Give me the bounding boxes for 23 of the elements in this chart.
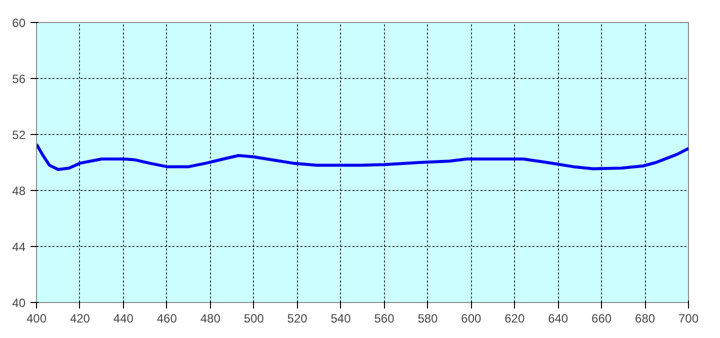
y-tick-label: 52 [12,128,26,142]
y-tick-label: 44 [12,240,26,254]
x-tick-label: 440 [113,312,134,326]
x-tick-label: 620 [504,312,525,326]
x-tick-label: 500 [244,312,264,326]
x-tick-label: 600 [461,312,482,326]
y-tick-label: 40 [12,296,26,310]
x-tick-label: 400 [26,312,47,326]
x-tick-label: 580 [418,312,438,326]
x-tick-label: 480 [200,312,221,326]
x-tick-label: 520 [287,312,308,326]
x-tick-label: 420 [70,312,90,326]
x-tick-label: 540 [330,312,352,326]
x-tick-label: 640 [548,312,568,326]
y-tick-label: 48 [12,184,26,198]
x-tick-label: 660 [592,312,612,326]
x-tick-label: 700 [678,312,699,326]
x-tick-label: 460 [156,312,178,326]
y-tick-label: 56 [12,72,26,86]
x-tick-label: 560 [374,312,395,326]
x-tick-label: 680 [635,312,656,326]
y-tick-label: 60 [12,16,26,30]
line-series [36,142,688,171]
